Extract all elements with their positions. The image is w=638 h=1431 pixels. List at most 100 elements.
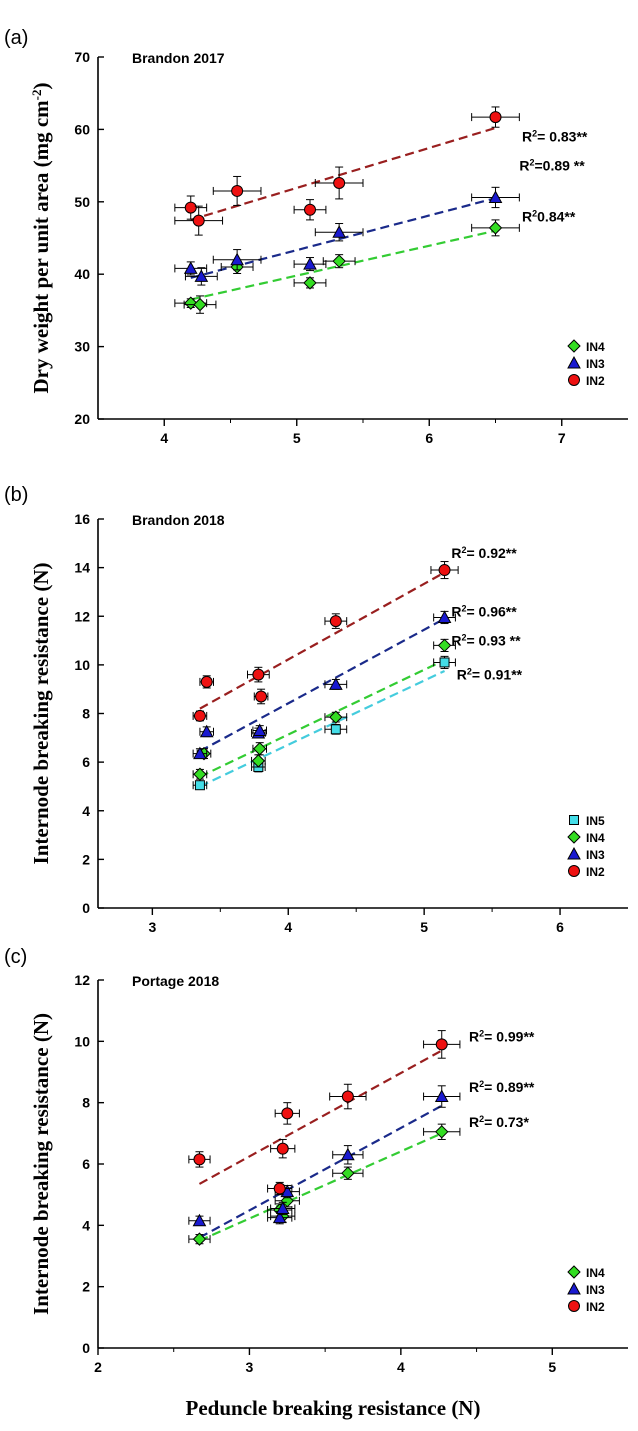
panel-label: (b): [4, 484, 28, 506]
data-point-in3: [192, 1213, 207, 1227]
data-point-in3: [332, 225, 346, 238]
data-point-in3: [272, 1210, 287, 1224]
r2-superscript: 2: [479, 1114, 484, 1124]
y-tick-label: 12: [74, 608, 90, 624]
data-point-in4: [435, 1125, 449, 1139]
r2-superscript: 2: [479, 1079, 484, 1089]
r2-superscript: 2: [467, 666, 472, 676]
legend-label-in4: IN4: [586, 831, 605, 845]
fit-line-in2: [199, 571, 446, 710]
data-point-in4: [193, 297, 207, 312]
data-point-in4: [193, 767, 207, 781]
y-tick-label: 70: [74, 49, 90, 65]
chart-panel-1: 20 30 40 50 60 70 4 5 6 7 (a) Brandon 2017 Dry weigh…: [4, 27, 628, 446]
r2-symbol: R: [522, 208, 532, 224]
r2-value: = 0.89**: [484, 1079, 535, 1095]
data-point-in4: [332, 254, 346, 268]
error-bar: [314, 166, 364, 200]
r2-annotation-in3: R2= 0.96**: [451, 603, 517, 619]
x-tick-label: 3: [246, 1359, 254, 1375]
r2-superscript: 2: [529, 158, 534, 168]
data-point-in3: [252, 723, 267, 737]
data-point-in2: [435, 1038, 448, 1051]
x-tick-label: 3: [148, 919, 156, 935]
data-point-in4: [192, 1232, 207, 1246]
y-tick-label: 30: [74, 339, 90, 355]
r2-annotation-in3: R2= 0.89**: [469, 1079, 535, 1095]
series-in3: [188, 1085, 461, 1227]
error-bar: [174, 195, 208, 220]
x-tick-label: 7: [558, 430, 566, 446]
legend-label-in2: IN2: [586, 865, 605, 879]
r2-symbol: R: [451, 545, 461, 561]
x-tick-label: 5: [293, 430, 301, 446]
data-point-in5: [330, 724, 341, 735]
legend-label-in2: IN2: [586, 1300, 605, 1314]
r2-superscript: 2: [461, 603, 466, 613]
fit-line-in2: [198, 1049, 443, 1185]
x-tick-label: 6: [425, 430, 433, 446]
data-point-in2: [273, 1182, 286, 1195]
r2-superscript: 2: [461, 632, 466, 642]
legend-marker-in3: [567, 846, 581, 860]
y-axis-label-sup: -2: [29, 89, 44, 100]
legend: IN5 IN4 IN3 IN2: [567, 814, 605, 879]
r2-annotation-in2: R2= 0.83**: [522, 129, 588, 145]
data-point-in5: [439, 657, 450, 668]
y-tick-label: 0: [82, 900, 90, 916]
legend-label-in3: IN3: [586, 848, 605, 862]
data-point-in3: [328, 677, 343, 690]
data-point-in3: [437, 610, 452, 623]
r2-value: = 0.91**: [472, 666, 523, 682]
r2-annotation-in4: R20.84**: [522, 208, 576, 224]
data-point-in3: [193, 746, 207, 760]
r2-symbol: R: [469, 1028, 479, 1044]
x-tick-label: 5: [548, 1359, 556, 1375]
legend: IN4 IN3 IN2: [567, 339, 605, 388]
series-in4: [192, 638, 456, 781]
data-point-in4: [341, 1166, 355, 1180]
r2-annotation-in2: R2= 0.99**: [469, 1028, 535, 1044]
r2-symbol: R: [457, 666, 467, 682]
data-point-in3: [230, 252, 244, 266]
x-tick-label: 4: [397, 1359, 405, 1375]
legend-label-in5: IN5: [586, 814, 605, 828]
y-tick-label: 8: [82, 1095, 90, 1111]
data-point-in4: [303, 276, 317, 290]
data-point-in3: [488, 190, 503, 203]
fit-line-in3: [199, 617, 446, 753]
y-tick-label: 10: [74, 1033, 90, 1049]
data-point-in2: [341, 1090, 354, 1103]
y-tick-label: 10: [74, 657, 90, 673]
fit-line-in3: [198, 1104, 443, 1239]
r2-superscript: 2: [532, 129, 537, 139]
y-tick-label: 2: [82, 1279, 90, 1295]
fit-line-in4: [199, 1132, 443, 1242]
data-point-in4: [488, 221, 503, 235]
legend-marker-in4: [567, 339, 581, 353]
r2-value: = 0.92**: [466, 545, 517, 561]
r2-symbol: R: [451, 632, 461, 648]
legend: IN4 IN3 IN2: [567, 1265, 605, 1314]
data-point-in2: [193, 709, 206, 722]
data-point-in3: [341, 1147, 355, 1161]
data-point-in4: [437, 638, 452, 653]
data-point-in3: [303, 257, 317, 270]
y-tick-label: 0: [82, 1340, 90, 1356]
data-point-in2: [281, 1107, 294, 1120]
y-tick-label: 20: [74, 411, 90, 427]
chart-panel-2: 0 2 4 6 8 10 12 14 16 3 4 5 6 (b) Brandon 2018 Internod…: [4, 484, 628, 935]
chart-title: Brandon 2017: [132, 50, 225, 66]
y-tick-label: 2: [82, 851, 90, 867]
r2-value: = 0.99**: [484, 1028, 535, 1044]
r2-symbol: R: [469, 1079, 479, 1095]
data-point-in2: [438, 564, 451, 577]
fit-line-in3: [190, 197, 496, 279]
y-tick-label: 6: [82, 754, 90, 770]
r2-superscript: 2: [532, 208, 537, 218]
x-tick-label: 4: [284, 919, 292, 935]
y-tick-label: 12: [74, 972, 90, 988]
legend-marker-in2: [568, 865, 580, 877]
r2-annotation-in4: R2= 0.93 **: [451, 632, 521, 648]
